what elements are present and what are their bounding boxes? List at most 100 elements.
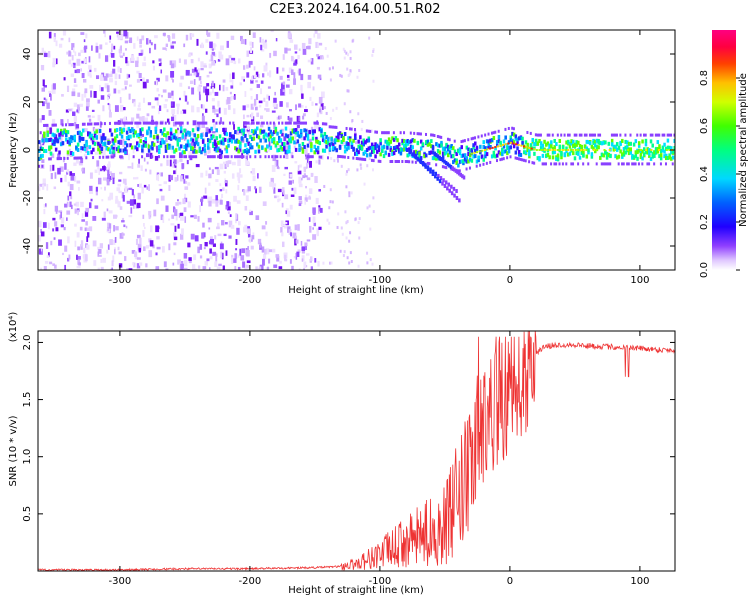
spectrogram-signal-halo bbox=[465, 167, 468, 171]
spectrogram-noise-cell bbox=[308, 38, 312, 45]
spectrogram-signal-halo bbox=[332, 125, 335, 129]
spectrogram-signal-halo bbox=[392, 131, 395, 135]
spectrogram-noise-cell bbox=[317, 56, 321, 60]
spectrogram-noise-cell bbox=[198, 90, 201, 95]
spectrogram-peak-cell bbox=[556, 149, 559, 151]
spectrogram-noise-cell bbox=[170, 70, 175, 78]
spectrogram-signal-halo bbox=[585, 133, 588, 137]
spectrogram-noise-cell bbox=[142, 230, 145, 237]
spectrogram-branch-cell bbox=[447, 182, 450, 187]
spectrogram-signal-halo bbox=[129, 121, 132, 125]
spectrogram-noise-cell bbox=[41, 47, 44, 54]
spectrogram-noise-cell bbox=[231, 173, 235, 179]
spectrogram-signal-cell bbox=[296, 139, 300, 144]
spectrogram-noise-cell bbox=[67, 257, 70, 262]
spectrogram-noise-cell bbox=[183, 59, 187, 65]
spectrogram-signal-cell bbox=[325, 140, 328, 145]
spectrogram-noise-cell bbox=[328, 221, 331, 225]
spectrogram-signal-halo bbox=[519, 157, 522, 161]
spectrogram-signal-cell bbox=[267, 137, 271, 142]
spectrogram-peak-cell bbox=[520, 144, 523, 147]
spectrogram-noise-cell bbox=[137, 184, 141, 187]
spectrogram-signal-cell bbox=[592, 138, 595, 143]
spectrogram-noise-cell bbox=[122, 117, 127, 125]
spectrogram-branch-cell bbox=[448, 163, 451, 168]
spectrogram-noise-cell bbox=[241, 248, 246, 254]
spectrogram-signal-cell bbox=[514, 136, 518, 141]
spectrogram-signal-halo bbox=[76, 156, 79, 160]
spectrogram-signal-cell bbox=[171, 145, 175, 150]
spectrogram-signal-cell bbox=[495, 140, 499, 145]
spectrogram-signal-halo bbox=[245, 121, 248, 125]
spectrogram-noise-cell bbox=[349, 251, 352, 255]
spectrogram-signal-cell bbox=[201, 139, 205, 144]
spectrogram-noise-cell bbox=[52, 62, 56, 68]
spectrogram-noise-cell bbox=[66, 169, 70, 173]
spectrogram-signal-cell bbox=[545, 142, 548, 147]
spectrogram-signal-cell bbox=[401, 141, 404, 146]
spectrogram-signal-cell bbox=[501, 152, 504, 157]
spectrogram-noise-cell bbox=[119, 104, 124, 112]
spectrogram-peak-cell bbox=[613, 149, 616, 151]
spectrogram-noise-cell bbox=[197, 86, 202, 92]
spectrogram-signal-cell bbox=[566, 152, 570, 157]
spectrogram-signal-halo bbox=[328, 125, 331, 129]
spectrogram-noise-cell bbox=[217, 58, 221, 62]
spectrogram-signal-cell bbox=[458, 147, 462, 152]
spectrogram-signal-cell bbox=[217, 140, 220, 145]
spectrogram-signal-cell bbox=[316, 150, 320, 155]
spectrogram-noise-cell bbox=[201, 122, 205, 128]
spectrogram-noise-cell bbox=[201, 115, 205, 123]
spectrogram-signal-halo bbox=[56, 157, 59, 161]
spectrogram-signal-halo bbox=[521, 158, 524, 162]
spectrogram-signal-cell bbox=[362, 142, 365, 147]
spectrogram-signal-halo bbox=[463, 139, 466, 143]
spectrogram-signal-halo bbox=[186, 121, 189, 125]
spectrogram-noise-cell bbox=[226, 206, 231, 211]
spectrogram-noise-cell bbox=[197, 123, 201, 130]
spectrogram-noise-cell bbox=[107, 169, 110, 176]
spectrogram-signal-cell bbox=[553, 150, 556, 155]
spectrogram-noise-cell bbox=[60, 37, 64, 41]
spectrogram-signal-cell bbox=[310, 148, 313, 153]
spectrogram-signal-cell bbox=[490, 154, 494, 159]
spectrogram-signal-cell bbox=[656, 149, 660, 154]
spectrogram-signal-cell bbox=[578, 155, 582, 160]
spectrogram-noise-cell bbox=[204, 261, 209, 266]
spectrogram-noise-cell bbox=[98, 168, 100, 176]
spectrogram-noise-cell bbox=[89, 190, 94, 194]
spectrogram-signal-cell bbox=[56, 139, 60, 144]
spectrogram-noise-cell bbox=[171, 116, 175, 122]
spectrogram-noise-cell bbox=[82, 167, 86, 174]
spectrogram-noise-cell bbox=[205, 108, 208, 113]
spectrogram-branch-cell bbox=[422, 162, 425, 167]
spectrogram-noise-cell bbox=[90, 198, 93, 202]
spectrogram-signal-cell bbox=[386, 145, 389, 150]
spectrogram-noise-cell bbox=[308, 188, 313, 194]
spectrogram-noise-cell bbox=[240, 255, 245, 261]
spectrogram-noise-cell bbox=[203, 86, 208, 93]
spectrogram-noise-cell bbox=[93, 67, 97, 72]
spectrogram-signal-halo bbox=[272, 121, 275, 125]
spectrogram-noise-cell bbox=[118, 190, 122, 194]
spectrogram-signal-cell bbox=[658, 144, 661, 149]
spectrogram-signal-cell bbox=[389, 148, 393, 153]
spectrogram-noise-cell bbox=[85, 33, 88, 39]
spectrogram-noise-cell bbox=[72, 47, 75, 53]
spectrogram-noise-cell bbox=[212, 119, 215, 123]
spectrogram-signal-halo bbox=[531, 161, 534, 165]
spectrogram-noise-cell bbox=[179, 82, 183, 87]
spectrogram-noise-cell bbox=[100, 187, 103, 190]
spectrogram-noise-cell bbox=[154, 35, 158, 39]
spectrogram-noise-cell bbox=[237, 184, 240, 191]
spectrogram-signal-cell bbox=[377, 145, 381, 150]
spectrogram-signal-cell bbox=[409, 139, 413, 144]
spectrogram-signal-cell bbox=[609, 154, 612, 159]
spectrogram-noise-cell bbox=[74, 69, 79, 74]
spectrogram-noise-cell bbox=[220, 251, 223, 259]
spectrogram-signal-cell bbox=[183, 150, 186, 155]
spectrogram-signal-cell bbox=[92, 147, 95, 152]
spectrogram-noise-cell bbox=[234, 253, 238, 259]
spectrogram-noise-cell bbox=[119, 206, 123, 210]
spectrogram-signal-cell bbox=[629, 141, 632, 146]
